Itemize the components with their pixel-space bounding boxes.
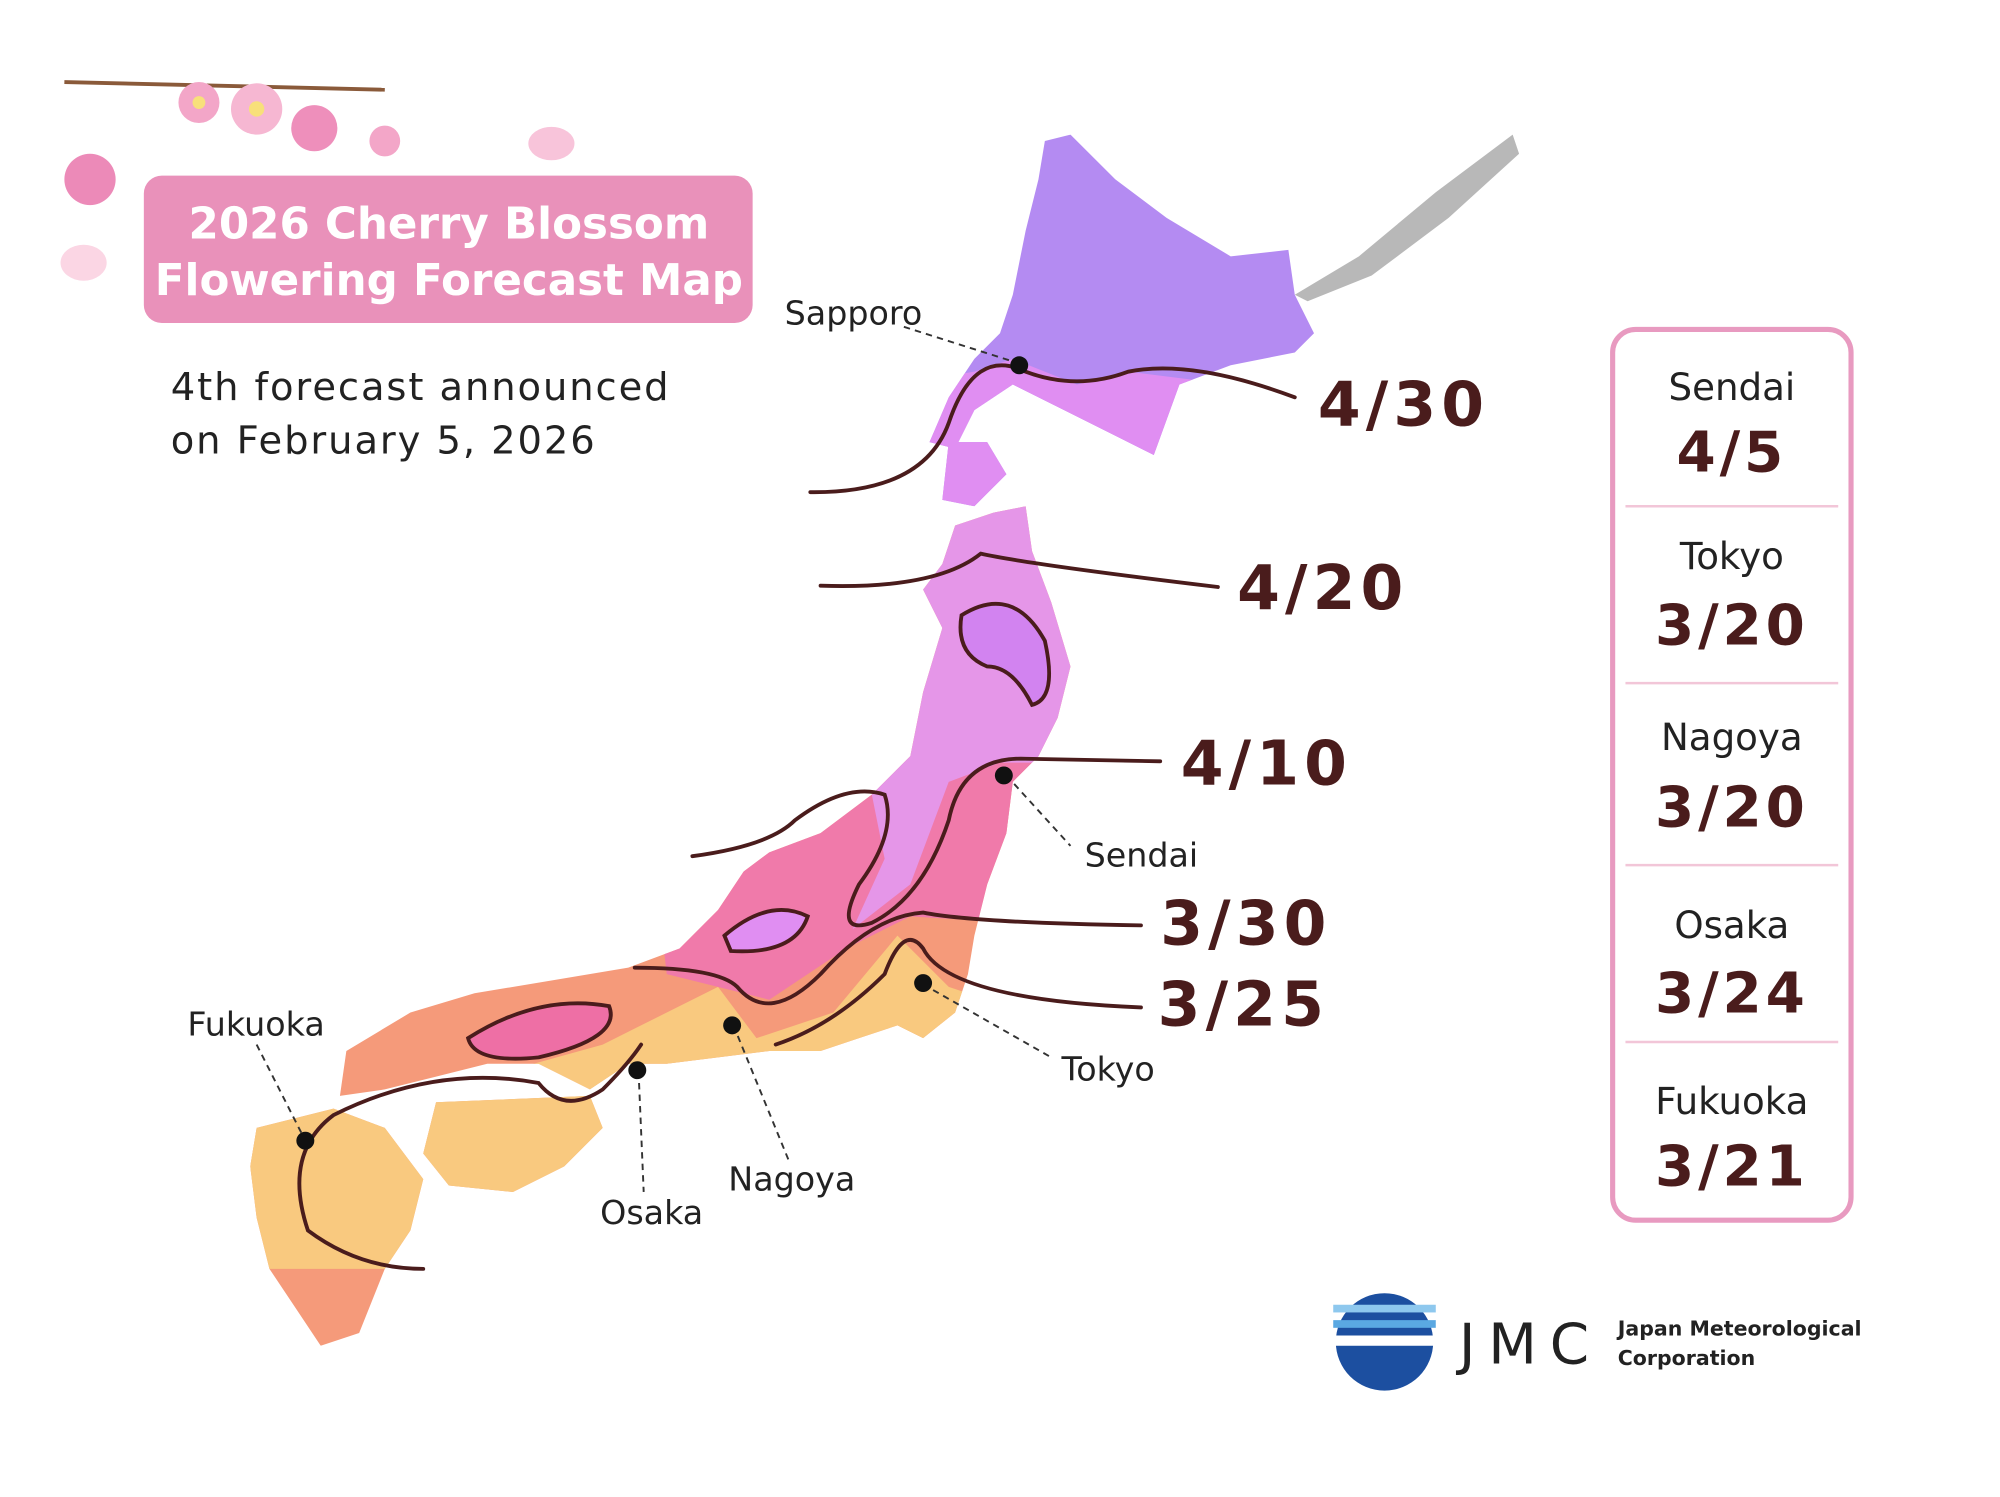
- city-label: Sendai: [1085, 835, 1199, 874]
- panel-date: 4/5: [1677, 421, 1788, 486]
- isoline-label: 3/25: [1158, 968, 1329, 1040]
- city-label: Tokyo: [1061, 1049, 1155, 1088]
- city-label: Nagoya: [728, 1160, 855, 1199]
- title-line: Flowering Forecast Map: [155, 256, 743, 306]
- panel-date: 3/20: [1655, 776, 1809, 841]
- northern-islands: [1294, 134, 1520, 302]
- panel-dividers: [1625, 504, 1839, 1044]
- panel-date: 3/24: [1655, 962, 1809, 1027]
- panel-city: Fukuoka: [1655, 1080, 1808, 1123]
- logo-abbr: JMC: [1456, 1313, 1602, 1378]
- city-dots: [296, 356, 1029, 1150]
- decoration: [60, 80, 575, 281]
- forecast-panel: [1610, 326, 1854, 1223]
- city-label: Sapporo: [785, 293, 923, 332]
- isoline-label: 4/20: [1237, 552, 1408, 624]
- logo-mark: [1333, 1293, 1436, 1391]
- leaders: [255, 325, 1072, 1193]
- panel-city: Sendai: [1668, 366, 1795, 409]
- isoline-label: 4/10: [1181, 727, 1352, 799]
- subtitle-line: on February 5, 2026: [171, 419, 597, 464]
- panel-city: Osaka: [1674, 904, 1789, 947]
- panel-city: Nagoya: [1661, 716, 1803, 759]
- isoline-label: 4/30: [1318, 369, 1489, 441]
- isolines: [297, 363, 1297, 1271]
- logo-name: Japan Meteorological: [1616, 1317, 1862, 1341]
- panel-city: Tokyo: [1679, 535, 1784, 578]
- city-label: Osaka: [600, 1193, 703, 1232]
- title-line: 2026 Cherry Blossom: [189, 199, 710, 249]
- subtitle-line: 4th forecast announced: [171, 365, 671, 410]
- panel-date: 3/20: [1655, 594, 1809, 659]
- hokkaido: [929, 134, 1315, 507]
- isoline-label: 3/30: [1160, 888, 1331, 960]
- panel-date: 3/21: [1655, 1135, 1809, 1200]
- logo-name: Corporation: [1618, 1346, 1755, 1370]
- city-label: Fukuoka: [187, 1005, 324, 1044]
- title-box: [143, 175, 753, 323]
